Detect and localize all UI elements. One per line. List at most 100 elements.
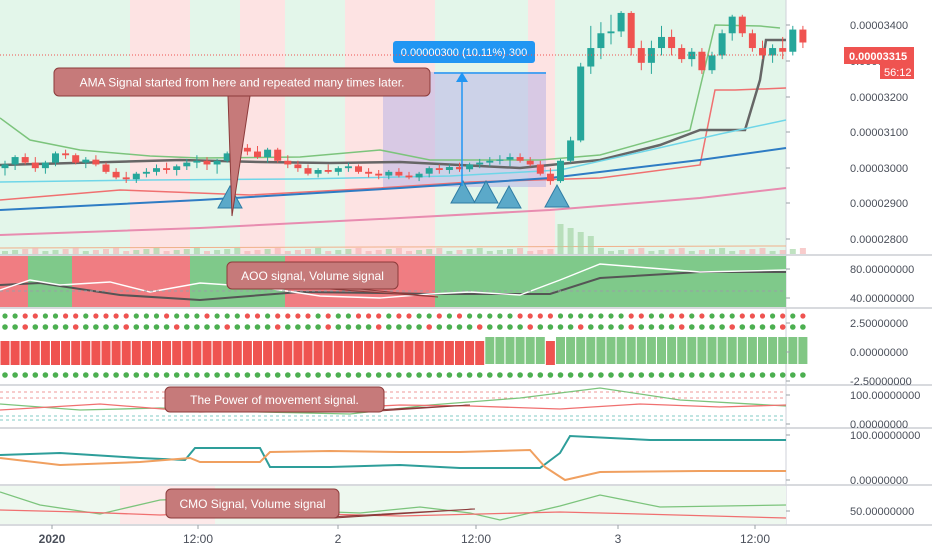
dot-bottom-58 [588,372,594,378]
dot-top-68 [689,313,695,319]
candle-body-48 [486,160,494,163]
dot-bottom-60 [608,372,614,378]
measure-label: 0.00000300 (10.11%) 300 [401,47,527,59]
volume-bar-26 [264,249,271,254]
dot-mid-0 [2,324,8,330]
dot-bar-79 [798,337,808,364]
dot-mid-49 [497,324,503,330]
dot-top-15 [153,313,160,319]
candle-69 [698,48,706,74]
dot-bottom-19 [194,372,200,378]
dot-bar-78 [788,337,798,364]
annotation-ama-box [53,67,431,97]
candle-76 [769,44,777,63]
dot-bar-45 [455,341,464,365]
dot-bar-48 [485,337,495,364]
volume-bar-23 [234,248,241,254]
volume-bar-10 [103,249,109,254]
dot-mid-1 [12,324,18,330]
dot-top-55 [557,313,564,319]
dot-bottom-21 [214,372,220,378]
dot-bar-53 [535,337,545,364]
candle-63 [637,40,645,71]
candle-74 [748,29,756,52]
candle-38 [385,170,393,180]
dot-mid-61 [618,324,624,330]
dot-bottom-17 [173,372,180,378]
dot-mid-23 [234,324,241,330]
candle-53 [536,160,544,176]
volume-bar-62 [628,249,635,254]
candle-10 [102,162,110,174]
dot-bar-40 [404,341,414,365]
dot-top-31 [315,313,321,319]
annotation-cmo: CMO Signal, Volume signal [165,488,476,519]
dot-bottom-55 [557,372,564,378]
dot-top-53 [537,313,543,319]
signal-triangle-1 [450,179,476,204]
dot-bar-41 [414,341,424,365]
dot-bottom-69 [699,372,705,378]
volume-bar-51 [517,248,524,254]
dot-mid-52 [527,324,533,330]
candle-body-38 [385,171,393,176]
volume-bar-11 [113,248,120,254]
dot-bar-59 [596,337,606,364]
teal-ma [0,119,787,183]
dot-bar-73 [737,337,747,364]
dot-bar-46 [465,341,475,365]
dot-top-32 [325,313,331,319]
dot-bottom-63 [638,372,645,378]
candle-31 [314,168,322,178]
candle-body-31 [314,170,322,174]
dot-top-33 [335,313,341,319]
dot-bar-8 [81,341,91,365]
dot-bar-71 [717,337,727,364]
candle-21 [213,158,221,174]
volume-bar-1 [12,250,19,254]
candle-body-7 [72,155,80,163]
dot-mid-33 [335,324,342,330]
dot-bottom-62 [628,372,634,378]
candle-62 [627,11,635,56]
dot-top-26 [265,313,271,319]
dot-bar-16 [162,341,172,365]
dot-bottom-12 [123,372,129,378]
candle-54 [546,168,554,185]
volume-bar-55 [557,224,564,254]
signal-triangle-2 [473,179,499,204]
dot-mid-54 [547,324,554,330]
volume-bar-24 [244,251,251,254]
dot-top-63 [638,313,644,319]
dot-top-57 [578,313,584,319]
dot-bottom-38 [386,372,392,378]
candle-body-12 [122,177,130,180]
candle-36 [365,168,373,178]
cmo-green [0,491,787,521]
dots-tick-0: 2.50000000 [850,318,908,330]
dot-bar-3 [30,341,40,365]
candle-body-1 [11,157,19,165]
volume-bar-21 [214,250,221,254]
time-tick-3: 12:00 [461,532,491,546]
dot-bar-27 [273,341,283,365]
volume-bar-22 [224,249,231,254]
dot-bottom-16 [163,372,170,378]
candle-body-66 [668,36,676,49]
volume-bar-65 [658,250,665,254]
time-tick-5: 12:00 [740,532,770,546]
dot-bottom-43 [436,372,443,378]
dot-mid-5 [52,324,59,330]
candle-body-77 [779,48,787,52]
dot-top-13 [133,313,139,319]
dot-top-73 [739,313,745,319]
dot-bar-72 [727,337,737,364]
candle-11 [112,168,120,180]
dot-mid-55 [557,324,564,330]
candle-body-52 [526,160,534,165]
dot-top-21 [214,313,220,319]
annotation-power-box [164,386,385,413]
dot-bottom-71 [719,372,725,378]
candle-9 [92,155,100,167]
